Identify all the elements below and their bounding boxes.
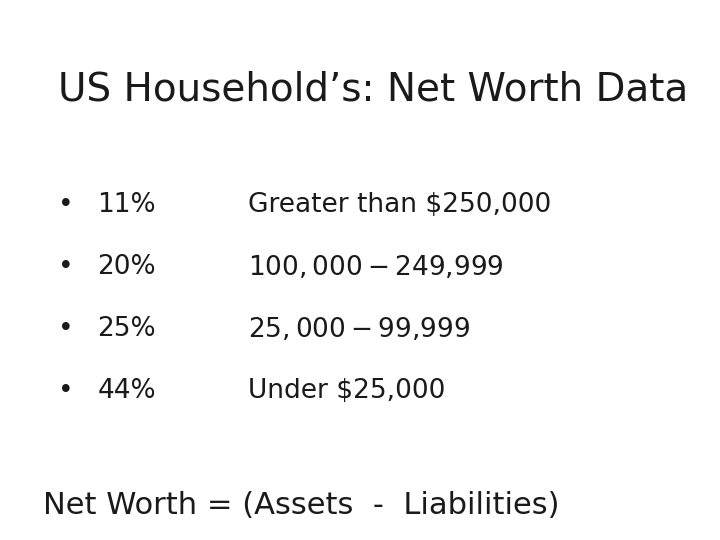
Text: 25%: 25% xyxy=(97,316,156,342)
Text: 11%: 11% xyxy=(97,192,156,218)
Text: Under $25,000: Under $25,000 xyxy=(248,378,446,404)
Text: $100,000 - $249,999: $100,000 - $249,999 xyxy=(248,254,504,281)
Text: •: • xyxy=(58,316,73,342)
Text: Net Worth = (Assets  -  Liabilities): Net Worth = (Assets - Liabilities) xyxy=(43,491,559,521)
Text: US Household’s: Net Worth Data: US Household’s: Net Worth Data xyxy=(58,70,688,108)
Text: Greater than $250,000: Greater than $250,000 xyxy=(248,192,552,218)
Text: 44%: 44% xyxy=(97,378,156,404)
Text: •: • xyxy=(58,192,73,218)
Text: •: • xyxy=(58,378,73,404)
Text: $25,000 - $99,999: $25,000 - $99,999 xyxy=(248,316,471,343)
Text: 20%: 20% xyxy=(97,254,156,280)
Text: •: • xyxy=(58,254,73,280)
